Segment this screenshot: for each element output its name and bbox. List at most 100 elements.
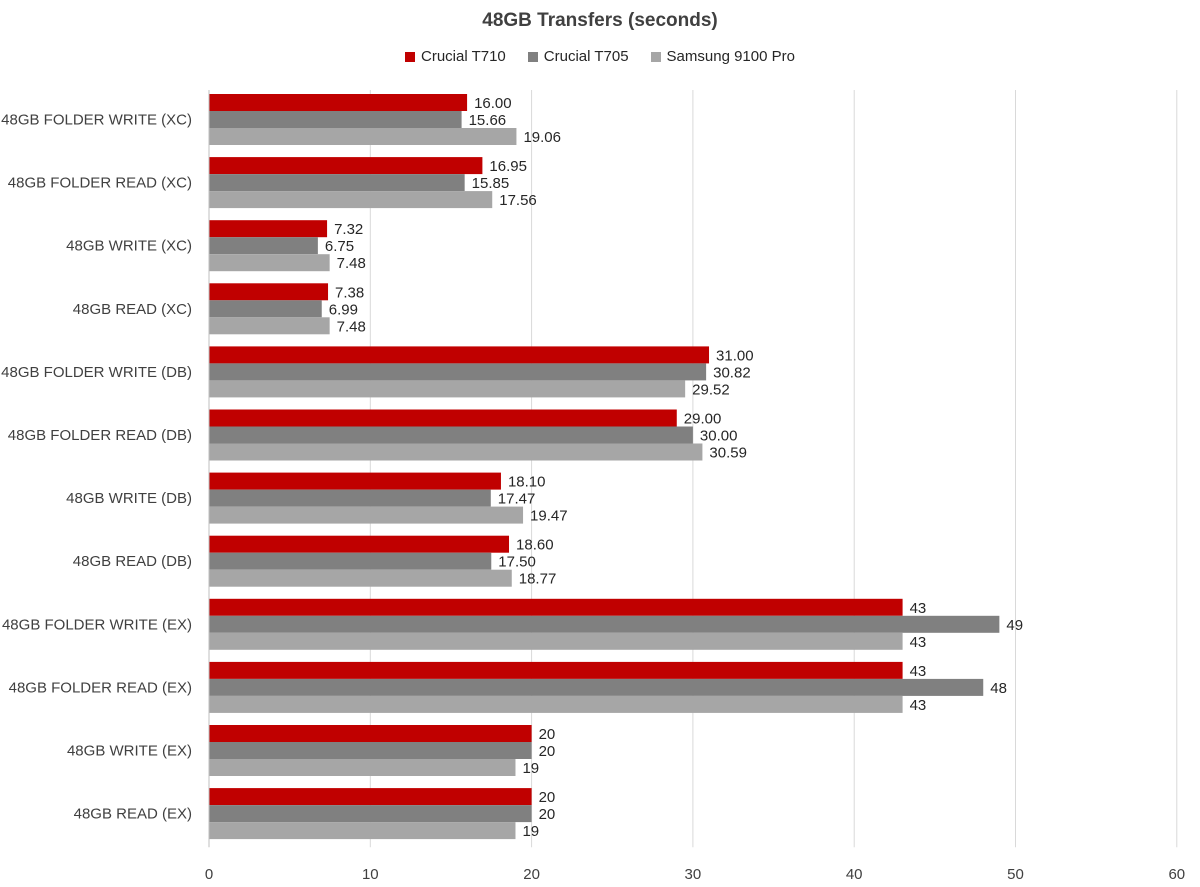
bar bbox=[209, 472, 501, 490]
bar bbox=[209, 632, 903, 650]
bar bbox=[209, 300, 322, 318]
category-label: 48GB FOLDER READ (EX) bbox=[9, 679, 192, 696]
chart-title: 48GB Transfers (seconds) bbox=[482, 10, 718, 31]
bar bbox=[209, 725, 532, 742]
bar bbox=[209, 94, 468, 111]
bar bbox=[209, 661, 903, 679]
legend-item-9100pro: Samsung 9100 Pro bbox=[650, 48, 795, 65]
data-label: 43 bbox=[910, 634, 927, 651]
data-label: 18.60 bbox=[516, 537, 554, 554]
data-label: 19 bbox=[522, 760, 539, 777]
data-label: 49 bbox=[1006, 617, 1023, 634]
category-label: 48GB FOLDER WRITE (EX) bbox=[2, 616, 192, 633]
category-label: 48GB WRITE (XC) bbox=[66, 238, 192, 255]
bar bbox=[209, 822, 516, 840]
x-tick-label: 20 bbox=[523, 866, 540, 883]
bar bbox=[209, 598, 903, 616]
bar bbox=[209, 615, 1000, 633]
category-label: 48GB FOLDER READ (XC) bbox=[8, 175, 192, 192]
legend-swatch-t705 bbox=[527, 51, 538, 62]
data-label: 43 bbox=[910, 600, 927, 617]
legend-swatch-t710 bbox=[405, 51, 416, 62]
bar bbox=[209, 174, 465, 192]
data-label: 17.47 bbox=[498, 491, 536, 508]
data-label: 18.10 bbox=[508, 474, 546, 491]
data-label: 7.48 bbox=[337, 318, 366, 335]
category-label: 48GB FOLDER WRITE (XC) bbox=[1, 112, 192, 129]
data-label: 30.00 bbox=[700, 428, 738, 445]
bar bbox=[209, 128, 517, 145]
legend-item-t710: Crucial T710 bbox=[405, 48, 506, 65]
bar bbox=[209, 678, 984, 696]
bar bbox=[209, 220, 328, 238]
category-label: 48GB READ (XC) bbox=[73, 301, 192, 318]
bar bbox=[209, 283, 329, 301]
bar bbox=[209, 346, 710, 364]
category-label: 48GB WRITE (EX) bbox=[67, 743, 192, 760]
x-tick-label: 40 bbox=[846, 866, 863, 883]
bar bbox=[209, 788, 532, 806]
data-label: 6.99 bbox=[329, 301, 358, 318]
bar bbox=[209, 742, 532, 759]
category-label: 48GB WRITE (DB) bbox=[66, 490, 192, 507]
x-tick-label: 50 bbox=[1007, 866, 1024, 883]
bar bbox=[209, 569, 512, 587]
legend-label-9100pro: Samsung 9100 Pro bbox=[666, 48, 795, 65]
bar bbox=[209, 237, 318, 255]
legend-item-t705: Crucial T705 bbox=[527, 48, 629, 65]
category-label: 48GB READ (DB) bbox=[73, 553, 192, 570]
legend-label-t710: Crucial T710 bbox=[421, 48, 506, 65]
data-label: 20 bbox=[539, 806, 556, 823]
category-label: 48GB FOLDER READ (DB) bbox=[8, 427, 192, 444]
data-label: 20 bbox=[539, 726, 556, 743]
legend-swatch-9100pro bbox=[650, 51, 661, 62]
bar bbox=[209, 552, 492, 570]
x-tick-label: 30 bbox=[685, 866, 702, 883]
bar bbox=[209, 409, 677, 427]
data-label: 31.00 bbox=[716, 347, 754, 364]
bar bbox=[209, 535, 510, 553]
bar bbox=[209, 157, 483, 175]
data-label: 19.06 bbox=[523, 129, 561, 146]
bar bbox=[209, 317, 330, 335]
data-label: 16.95 bbox=[489, 158, 527, 175]
data-label: 30.82 bbox=[713, 364, 751, 381]
x-tick-label: 60 bbox=[1168, 866, 1185, 883]
data-label: 15.66 bbox=[469, 112, 507, 129]
data-label: 17.50 bbox=[498, 554, 536, 571]
bar bbox=[209, 759, 516, 776]
data-label: 20 bbox=[539, 789, 556, 806]
bar bbox=[209, 426, 693, 444]
data-label: 19 bbox=[522, 823, 539, 840]
bar bbox=[209, 254, 330, 272]
data-label: 29.00 bbox=[684, 411, 722, 428]
bar bbox=[209, 506, 524, 524]
data-label: 17.56 bbox=[499, 192, 537, 209]
category-label: 48GB FOLDER WRITE (DB) bbox=[1, 364, 192, 381]
bar bbox=[209, 805, 532, 823]
x-tick-label: 0 bbox=[205, 866, 213, 883]
data-label: 29.52 bbox=[692, 381, 730, 398]
bar bbox=[209, 111, 462, 128]
data-label: 7.48 bbox=[337, 255, 366, 272]
legend-label-t705: Crucial T705 bbox=[543, 48, 629, 65]
data-label: 48 bbox=[990, 680, 1007, 697]
category-label: 48GB READ (EX) bbox=[74, 806, 192, 823]
data-label: 15.85 bbox=[472, 175, 510, 192]
data-label: 43 bbox=[910, 663, 927, 680]
data-label: 20 bbox=[539, 743, 556, 760]
legend: Crucial T710 Crucial T705 Samsung 9100 P… bbox=[0, 48, 1200, 65]
bar bbox=[209, 363, 707, 381]
data-label: 43 bbox=[910, 697, 927, 714]
bar bbox=[209, 489, 491, 507]
bar bbox=[209, 695, 903, 713]
data-label: 19.47 bbox=[530, 508, 568, 525]
x-tick-label: 10 bbox=[362, 866, 379, 883]
data-label: 6.75 bbox=[325, 238, 354, 255]
data-label: 16.00 bbox=[474, 95, 512, 112]
data-label: 7.32 bbox=[334, 221, 363, 238]
bar bbox=[209, 380, 686, 398]
bar bbox=[209, 191, 493, 209]
